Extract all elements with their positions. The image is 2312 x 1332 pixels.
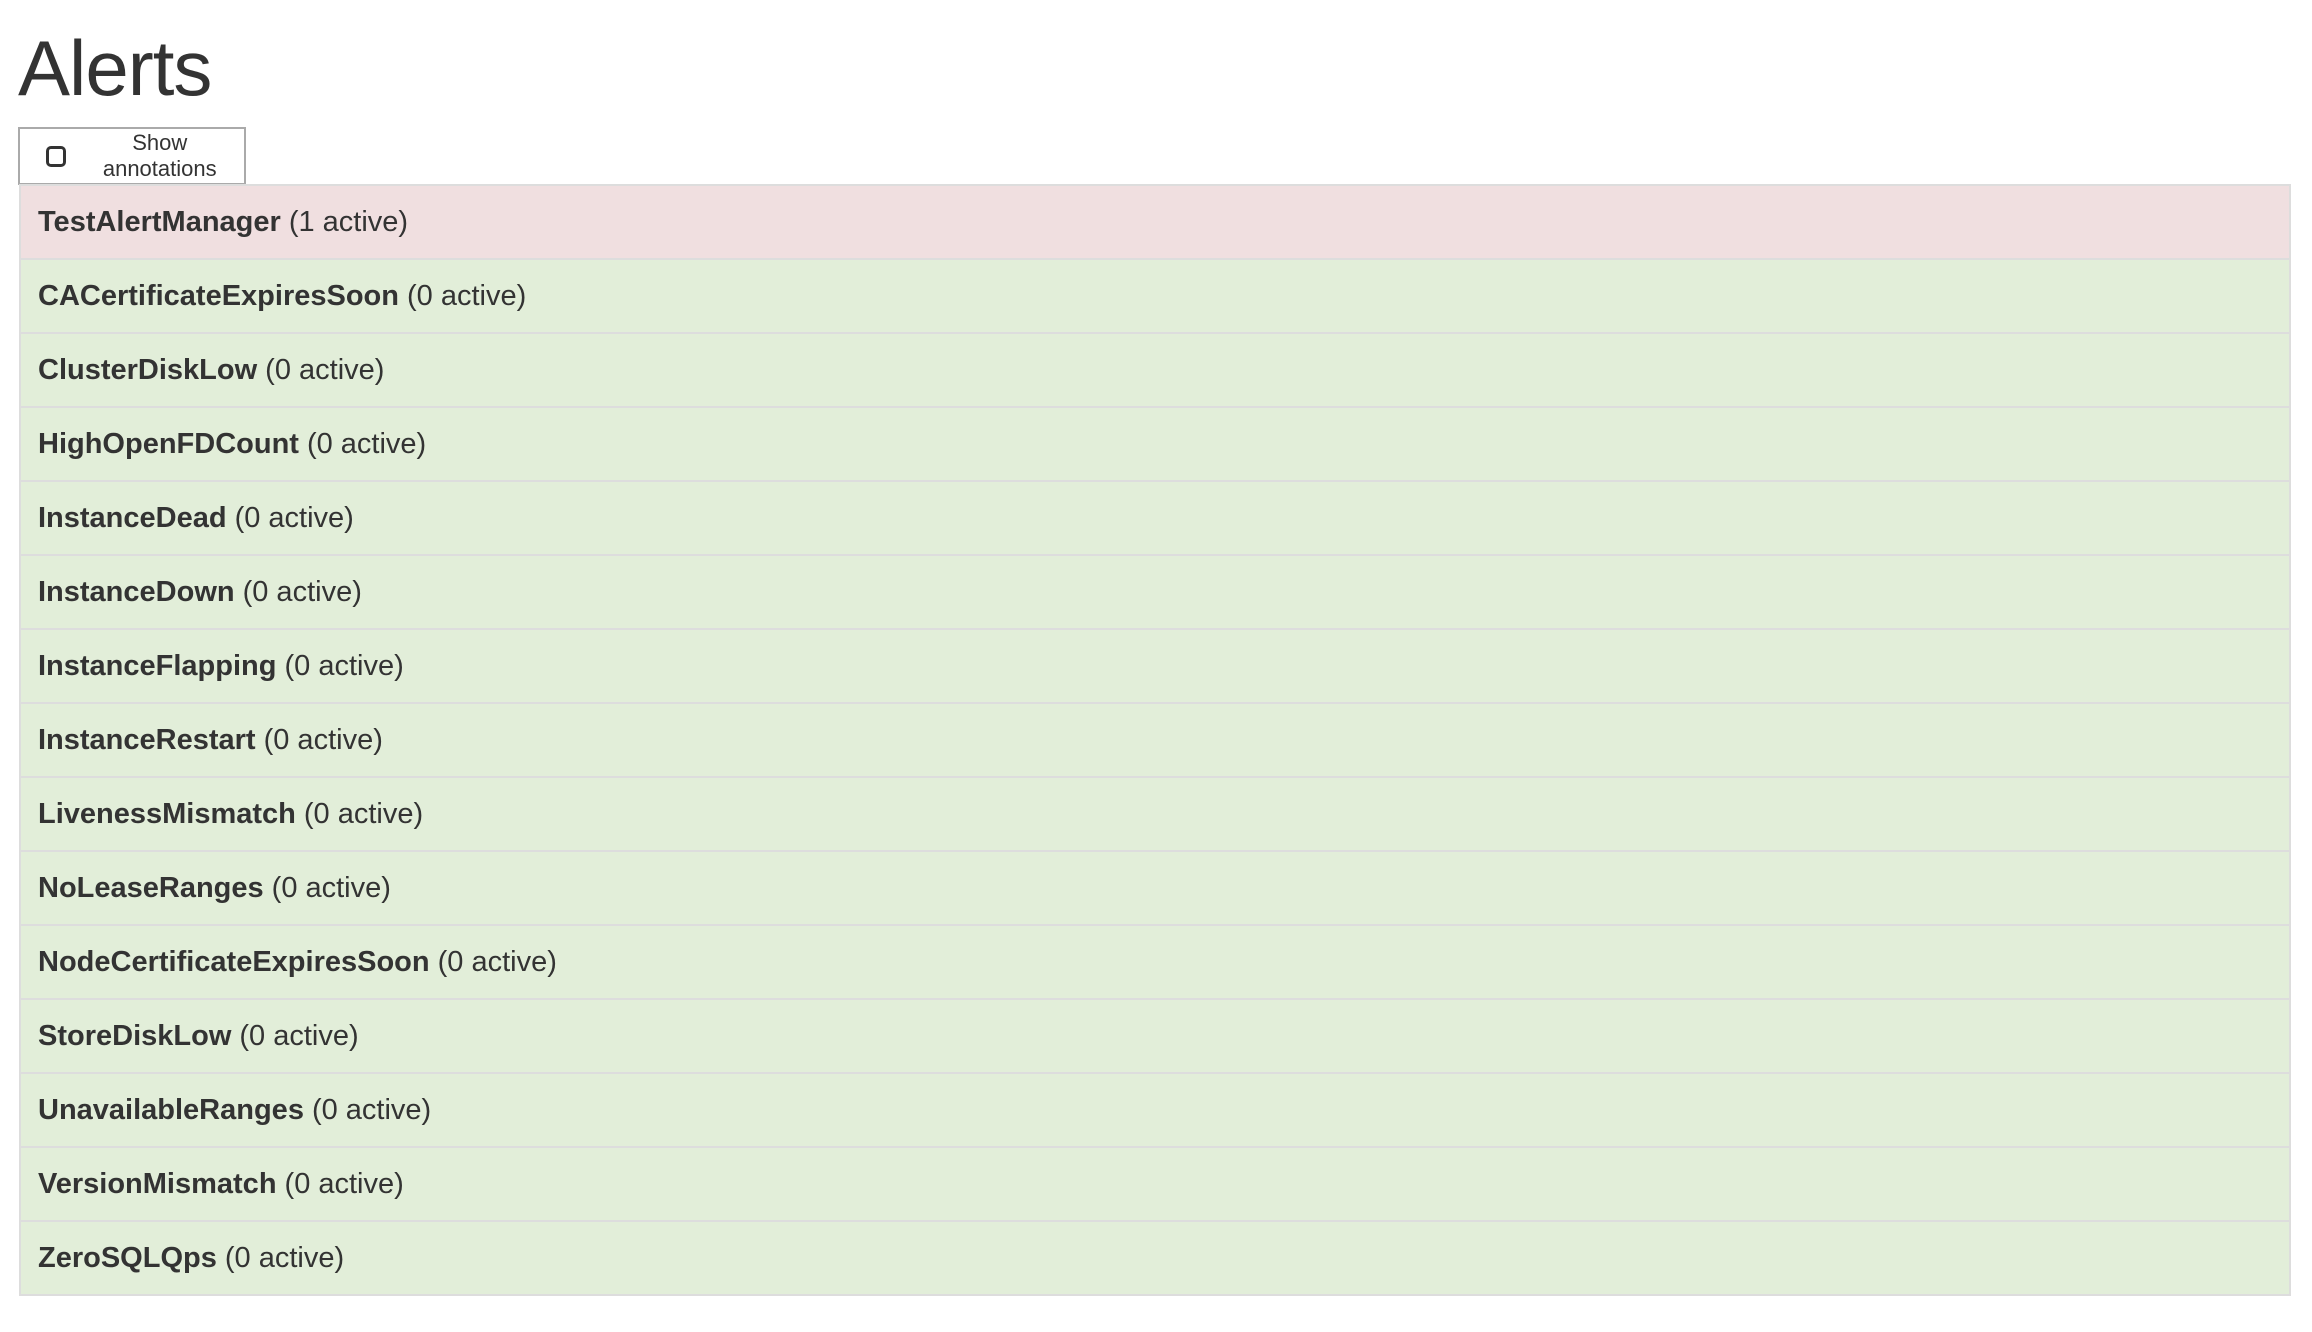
- alert-name: NoLeaseRanges: [38, 871, 264, 904]
- alert-name: LivenessMismatch: [38, 797, 296, 830]
- alert-name: ClusterDiskLow: [38, 353, 258, 386]
- alert-name: InstanceDead: [38, 501, 227, 534]
- alert-name: StoreDiskLow: [38, 1019, 232, 1052]
- alert-active-count: (0 active): [265, 353, 385, 386]
- alert-name: InstanceRestart: [38, 723, 256, 756]
- alert-active-count: (0 active): [284, 1167, 404, 1200]
- alert-row[interactable]: StoreDiskLow (0 active): [21, 998, 2289, 1072]
- alert-name: NodeCertificateExpiresSoon: [38, 945, 430, 978]
- alert-active-count: (0 active): [239, 1019, 359, 1052]
- alert-row[interactable]: InstanceRestart (0 active): [21, 702, 2289, 776]
- alert-active-count: (0 active): [284, 649, 404, 682]
- alert-row[interactable]: CACertificateExpiresSoon (0 active): [21, 258, 2289, 332]
- alert-name: HighOpenFDCount: [38, 427, 299, 460]
- show-annotations-label: Show annotations: [102, 130, 217, 181]
- alert-row[interactable]: HighOpenFDCount (0 active): [21, 406, 2289, 480]
- page-title: Alerts: [18, 24, 212, 112]
- alert-row[interactable]: InstanceDead (0 active): [21, 480, 2289, 554]
- alert-active-count: (0 active): [242, 575, 362, 608]
- alert-active-count: (1 active): [288, 205, 409, 238]
- alert-active-count: (0 active): [224, 1241, 345, 1274]
- alert-name: ZeroSQLQps: [38, 1241, 217, 1274]
- alert-active-count: (0 active): [263, 723, 383, 756]
- alert-row[interactable]: ClusterDiskLow (0 active): [21, 332, 2289, 406]
- alert-active-count: (0 active): [234, 501, 354, 534]
- alert-row[interactable]: NoLeaseRanges (0 active): [21, 850, 2289, 924]
- alert-active-count: (0 active): [306, 427, 427, 460]
- alert-name: TestAlertManager: [38, 205, 281, 238]
- alert-name: InstanceFlapping: [38, 649, 277, 682]
- checkbox-icon[interactable]: [46, 145, 67, 167]
- alert-name: InstanceDown: [38, 575, 235, 608]
- alert-row[interactable]: NodeCertificateExpiresSoon (0 active): [21, 924, 2289, 998]
- alert-row[interactable]: VersionMismatch (0 active): [21, 1146, 2289, 1220]
- alert-row[interactable]: TestAlertManager (1 active): [21, 184, 2289, 258]
- alert-list: TestAlertManager (1 active) CACertificateE…: [19, 184, 2291, 1296]
- alert-active-count: (0 active): [407, 279, 527, 312]
- alert-name: UnavailableRanges: [38, 1093, 304, 1126]
- alert-row[interactable]: ZeroSQLQps (0 active): [21, 1220, 2289, 1294]
- alert-row[interactable]: InstanceFlapping (0 active): [21, 628, 2289, 702]
- alert-active-count: (0 active): [303, 797, 424, 830]
- alert-active-count: (0 active): [311, 1093, 432, 1126]
- alert-row[interactable]: UnavailableRanges (0 active): [21, 1072, 2289, 1146]
- alert-row[interactable]: LivenessMismatch (0 active): [21, 776, 2289, 850]
- alert-active-count: (0 active): [437, 945, 557, 978]
- alert-name: CACertificateExpiresSoon: [38, 279, 399, 312]
- alert-name: VersionMismatch: [38, 1167, 277, 1200]
- alert-active-count: (0 active): [271, 871, 391, 904]
- show-annotations-button[interactable]: Show annotations: [18, 127, 246, 185]
- alert-row[interactable]: InstanceDown (0 active): [21, 554, 2289, 628]
